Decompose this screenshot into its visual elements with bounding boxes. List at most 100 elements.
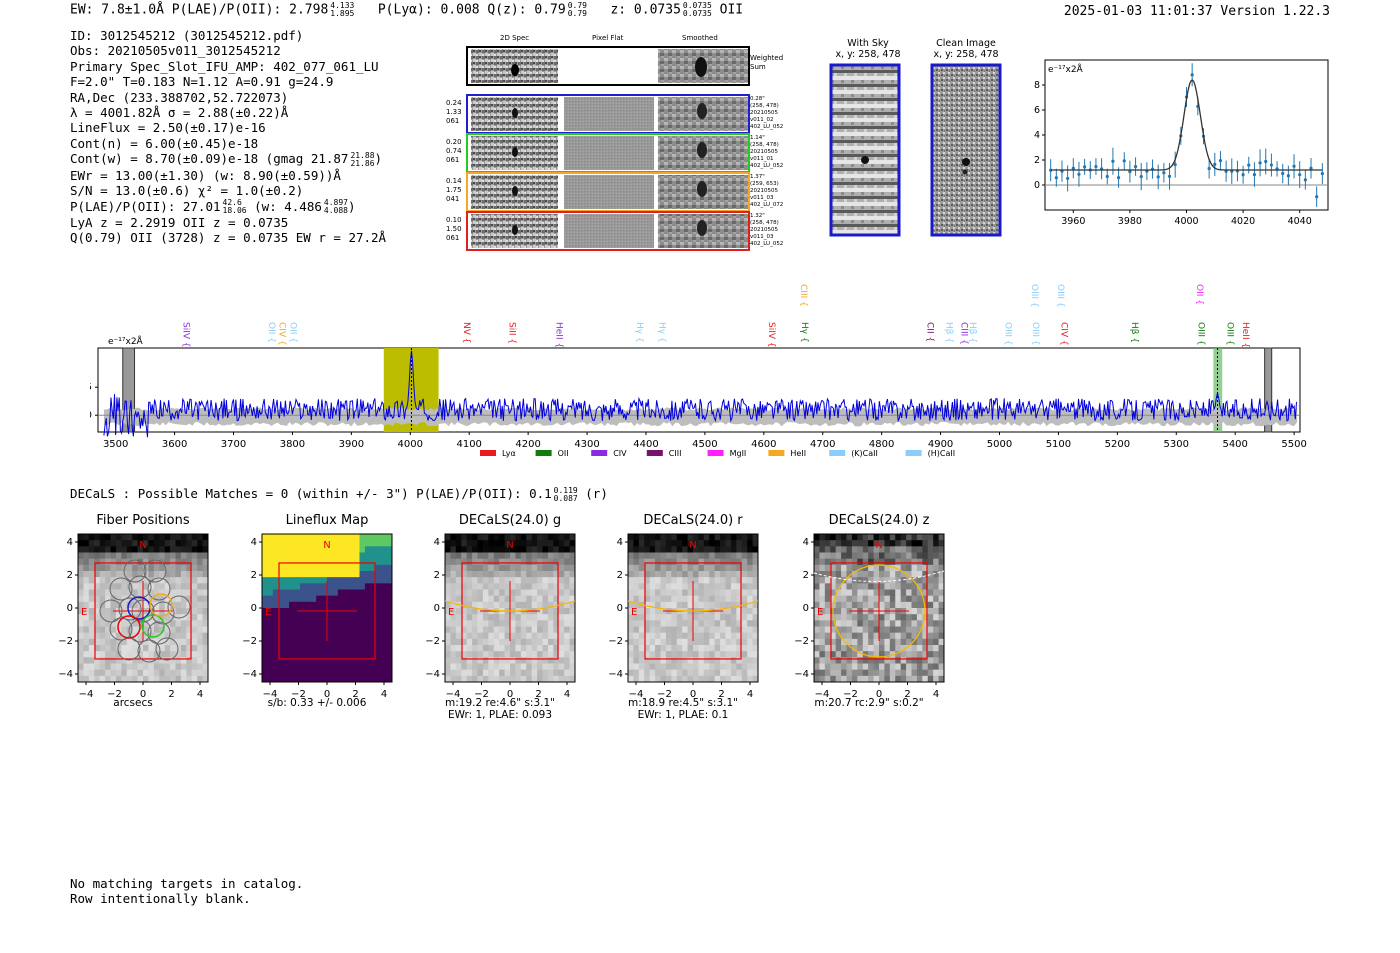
cutout-row-left-values: 0.10 1.50 061 [446, 216, 462, 242]
col-title-2d-spec: 2D Spec [500, 34, 530, 42]
spectral-line-label: Hβ { [944, 322, 954, 343]
spectral-line-label: OIII { [1225, 322, 1235, 346]
panel-xtick: −2 [657, 689, 672, 700]
info-lineflux: LineFlux = 2.50(±0.17)e-16 [70, 120, 266, 136]
spectrum-xtick: 4500 [692, 439, 717, 450]
panel-xtick: 4 [197, 689, 203, 700]
panel-xtick: 0 [876, 689, 882, 700]
panel-xtick: 2 [168, 689, 174, 700]
info-ewr: EWr = 13.00(±1.30) (w: 8.90(±0.59))Å [70, 167, 341, 183]
header-ew-plae: EW: 7.8±1.0Å P(LAE)/P(OII): 2.798 [70, 2, 329, 18]
panel-ytick: 0 [803, 603, 809, 614]
panel-xtick: 0 [690, 689, 696, 700]
clean-image-title: Clean Image x, y: 258, 478 [933, 38, 999, 60]
image-panel-caption: m:18.9 re:4.5" s:3.1" EWr: 1, PLAE: 0.1 [628, 697, 738, 721]
fiber-cutouts-grid: 2D Spec Pixel Flat Smoothed [440, 32, 800, 257]
spectral-line-label: CII { [925, 322, 935, 342]
panel-xtick: −4 [263, 689, 278, 700]
panel-ytick: 0 [434, 603, 440, 614]
spectral-line-label: NV { [461, 322, 471, 343]
east-marker: E [265, 607, 271, 618]
legend-label: (K)CaII [851, 449, 878, 458]
cutout-row-right-values: 1.37" (259, 653) 20210505 v011_03 402_LU_072 [750, 174, 784, 208]
spectrum-xtick: 4400 [633, 439, 658, 450]
panel-xtick: 4 [933, 689, 939, 700]
legend-label: Lyα [502, 449, 516, 458]
zoom-xtick: 3960 [1061, 216, 1085, 227]
panel-ytick: 2 [617, 570, 623, 581]
image-panel-caption: arcsecs [113, 697, 153, 709]
image-panel: N E −4 4 −2 2 0 0 2 −2 4 −4 [794, 533, 945, 700]
info-radec: RA,Dec (233.388702,52.722073) [70, 89, 289, 105]
spectral-line-label: Hγ { [657, 322, 667, 343]
spectral-line-label: OII { [288, 322, 298, 343]
footer-line-1: No matching targets in catalog. [70, 876, 304, 891]
cutout-images [466, 46, 750, 251]
panel-ytick: 0 [617, 603, 623, 614]
panel-xtick: −4 [815, 689, 830, 700]
spectral-line-label: SiII { [506, 322, 516, 344]
panel-ytick: −4 [425, 669, 440, 680]
spectral-line-label: Hγ { [634, 322, 644, 343]
header-timestamp-version: 2025-01-03 11:01:37 Version 1.22.3 [1063, 4, 1330, 19]
legend-label: MgII [730, 449, 747, 458]
decals-matches-line: DECaLS : Possible Matches = 0 (within +/… [70, 485, 608, 503]
spectrum-xtick: 5200 [1105, 439, 1130, 450]
zoom-ytick: 4 [1034, 130, 1040, 141]
panel-ytick: 4 [617, 537, 623, 548]
panel-ytick: 4 [434, 537, 440, 548]
panel-xtick: −4 [446, 689, 461, 700]
legend-swatch [829, 450, 846, 456]
cutout-row-right-values: 1.14" (258, 478) 20210505 v011_01 402_LU_052 [750, 135, 784, 169]
spectral-line-label: CIV { [1058, 322, 1068, 346]
spectral-line-label: Hγ { [799, 322, 809, 343]
panel-ytick: 2 [67, 570, 73, 581]
legend-label: CIV [613, 449, 627, 458]
sky-images [829, 63, 1002, 237]
info-cont-n: Cont(n) = 6.00(±0.45)e-18 [70, 135, 259, 151]
north-marker: N [506, 540, 513, 551]
legend-label: (H)CaII [928, 449, 955, 458]
full-spectrum-plot: SiIV {OII {CIV {OII {NV {SiII {HeII {Hγ … [90, 284, 1307, 458]
spectral-line-label: OIII { [1196, 322, 1206, 346]
panel-xtick: 0 [507, 689, 513, 700]
spectral-line-label: CIII { [798, 284, 808, 307]
panel-xtick: −4 [629, 689, 644, 700]
panel-xtick: 2 [535, 689, 541, 700]
info-cont-w: Cont(w) = 8.70(±0.09)e-18 (gmag 21.87 21.… [70, 150, 383, 168]
panel-ytick: −2 [608, 636, 623, 647]
image-panel-title: DECaLS(24.0) g [458, 513, 562, 528]
header-line-id: OII [719, 2, 744, 18]
image-panel-title: Fiber Positions [96, 513, 190, 528]
footer-line-2: Row intentionally blank. [70, 891, 251, 906]
cutout-row-left-values: 0.20 0.74 061 [446, 138, 462, 164]
cutout-row-right-values: 1.32" (258, 478) 20210505 v011_03 402_LU_052 [750, 213, 784, 247]
spectrum-xtick: 5300 [1164, 439, 1189, 450]
image-panel: N E −4 4 −2 2 0 0 2 −2 4 −4 [425, 533, 576, 700]
spectral-line-label: OII { [266, 322, 276, 343]
panel-ytick: −2 [242, 636, 257, 647]
legend-swatch [905, 450, 922, 456]
east-marker: E [817, 607, 823, 618]
spectrum-ytick: 0 [90, 410, 92, 421]
spectral-line-label: SiIV { [180, 322, 190, 348]
zoom-xtick: 4020 [1231, 216, 1255, 227]
north-marker: N [875, 540, 882, 551]
header-plae-frac: 4.133 1.895 [330, 1, 355, 18]
panel-xtick: −2 [843, 689, 858, 700]
legend-swatch [591, 450, 608, 456]
zoom-xtick: 3980 [1118, 216, 1142, 227]
info-sn-chi2: S/N = 13.0(±0.6) χ² = 1.0(±0.2) [70, 183, 304, 199]
panel-xtick: 2 [904, 689, 910, 700]
spectral-line-label: Hβ { [1129, 322, 1139, 343]
image-panel: N E −4 4 −2 2 0 0 2 −2 4 −4 [242, 533, 393, 700]
zoom-ytick: 0 [1034, 180, 1040, 191]
cutout-row-left-values: 0.24 1.33 061 [446, 99, 462, 125]
spectrum-xtick: 4700 [810, 439, 835, 450]
panel-xtick: 2 [352, 689, 358, 700]
legend-swatch [646, 450, 663, 456]
image-panel-title: Lineflux Map [285, 513, 369, 528]
panel-xtick: 0 [324, 689, 330, 700]
panel-xtick: −2 [291, 689, 306, 700]
panel-ytick: −4 [608, 669, 623, 680]
